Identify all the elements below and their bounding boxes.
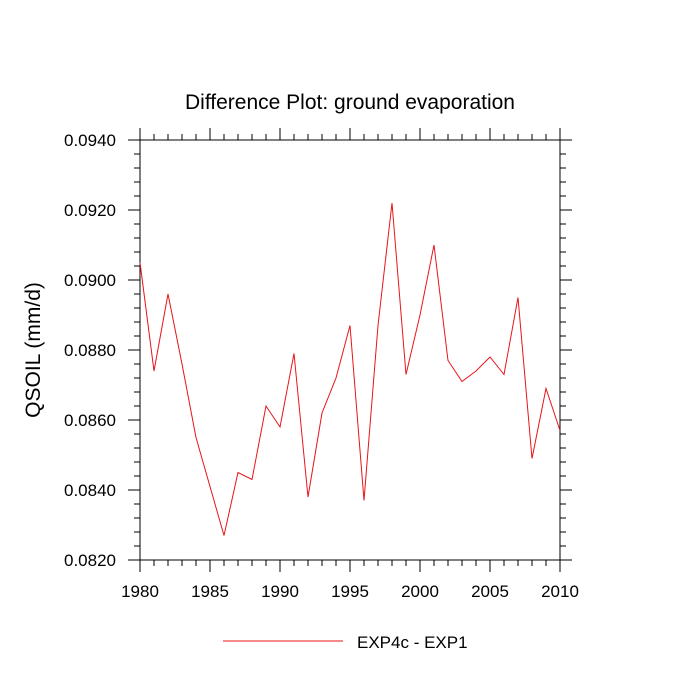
y-tick-label: 0.0940 (64, 131, 116, 150)
x-tick-label: 2005 (471, 582, 509, 601)
y-tick-label: 0.0840 (64, 481, 116, 500)
x-tick-label: 1980 (121, 582, 159, 601)
tick-labels: 1980 1985 1990 1995 2000 2005 2010 0.0820 0.0840… (64, 131, 579, 601)
y-axis-label: QSOIL (mm/d) (22, 282, 45, 418)
x-tick-label: 1990 (261, 582, 299, 601)
series-layer (139, 202, 561, 536)
legend-label: EXP4c - EXP1 (357, 633, 468, 652)
x-tick-label: 1985 (191, 582, 229, 601)
chart-title: Difference Plot: ground evaporation (185, 91, 515, 114)
x-tick-label: 2000 (401, 582, 439, 601)
x-tick-label: 2010 (541, 582, 579, 601)
series-line (139, 202, 561, 536)
legend: EXP4c - EXP1 (223, 633, 468, 652)
y-tick-label: 0.0920 (64, 201, 116, 220)
x-tick-label: 1995 (331, 582, 369, 601)
axis-ticks (128, 128, 572, 572)
y-tick-label: 0.0860 (64, 411, 116, 430)
y-tick-label: 0.0880 (64, 341, 116, 360)
y-tick-label: 0.0900 (64, 271, 116, 290)
plot-frame (139, 139, 561, 561)
y-tick-label: 0.0820 (64, 551, 116, 570)
